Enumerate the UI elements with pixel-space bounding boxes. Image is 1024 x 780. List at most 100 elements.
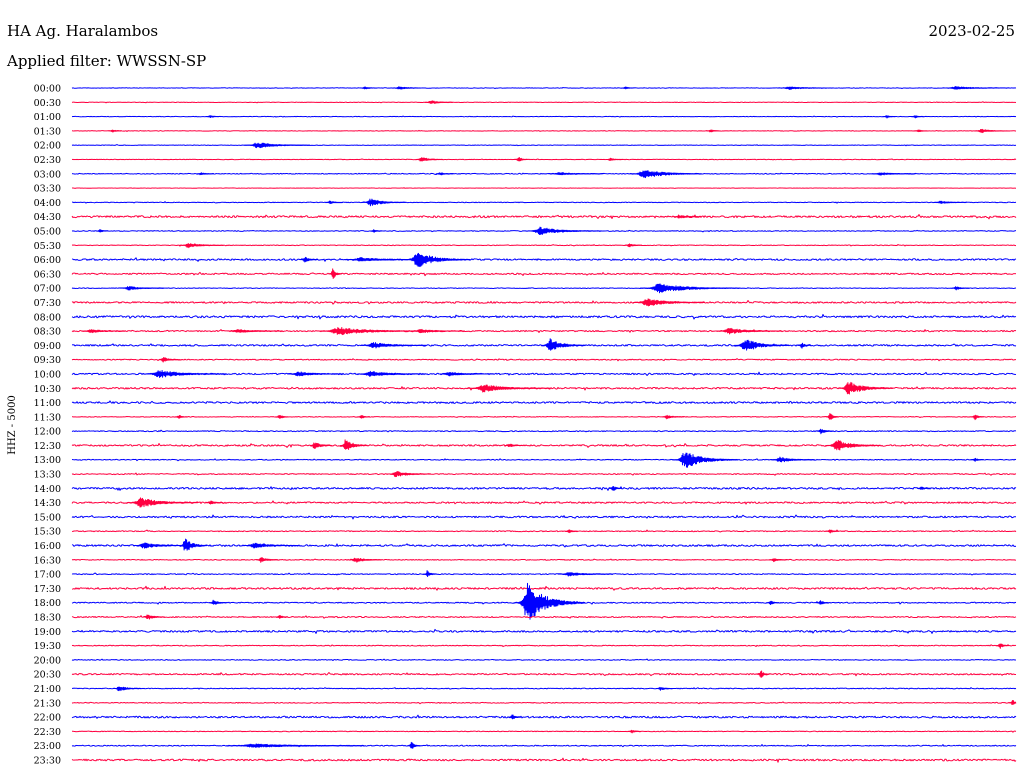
trace-row-08-00 (71, 313, 1017, 320)
trace-baseline (71, 458, 1017, 462)
trace-baseline (71, 400, 1017, 404)
event-burst-02-30-1 (514, 156, 528, 162)
event-burst-07-00-2 (951, 286, 970, 291)
trace-baseline (71, 572, 1017, 576)
trace-baseline (71, 201, 1017, 204)
trace-baseline (71, 299, 1017, 305)
time-label-01-30: 01:30 (34, 126, 61, 137)
event-burst-16-30-2 (769, 558, 787, 563)
event-burst-03-00-2 (548, 172, 604, 176)
event-burst-22-00-0 (508, 714, 522, 720)
trace-baseline (71, 358, 1017, 362)
trace-baseline (71, 144, 1017, 147)
event-burst-15-30-0 (564, 529, 578, 534)
trace-baseline (71, 585, 1017, 591)
trace-baseline (71, 730, 1017, 733)
trace-row-22-00 (71, 714, 1017, 720)
trace-row-16-00 (71, 538, 1017, 551)
time-label-15-30: 15:30 (34, 527, 61, 538)
event-burst-12-30-2 (504, 443, 523, 448)
trace-row-06-30 (71, 268, 1017, 279)
event-burst-14-00-1 (917, 486, 931, 490)
event-burst-18-30-0 (143, 614, 166, 620)
trace-row-08-30 (71, 327, 1017, 336)
event-burst-00-00-2 (621, 86, 635, 90)
trace-row-10-00 (71, 370, 1017, 379)
trace-baseline (71, 343, 1017, 347)
event-burst-10-00-0 (143, 370, 227, 379)
trace-baseline (71, 172, 1017, 176)
time-label-00-00: 00:00 (34, 84, 61, 95)
trace-baseline (71, 371, 1017, 376)
event-burst-05-30-0 (179, 243, 224, 249)
event-burst-13-00-1 (770, 456, 816, 463)
event-burst-01-30-0 (108, 129, 122, 133)
event-burst-01-00-2 (910, 115, 924, 119)
time-label-09-30: 09:30 (34, 355, 61, 366)
y-axis-label: HHZ - 5000 (7, 395, 18, 455)
event-burst-05-00-0 (95, 229, 109, 233)
event-burst-08-30-3 (410, 328, 466, 334)
event-burst-04-00-0 (325, 200, 344, 205)
event-burst-11-30-1 (275, 415, 289, 419)
trace-baseline (71, 187, 1017, 189)
event-burst-08-30-0 (81, 329, 126, 334)
time-label-10-30: 10:30 (34, 384, 61, 395)
event-burst-06-30-0 (328, 268, 342, 279)
trace-row-05-00 (71, 226, 1017, 235)
trace-row-18-30 (71, 614, 1017, 620)
trace-baseline (71, 658, 1017, 662)
event-burst-17-00-1 (557, 572, 613, 577)
event-burst-18-00-1 (513, 582, 586, 620)
time-label-08-30: 08:30 (34, 327, 61, 338)
trace-baseline (71, 257, 1017, 262)
event-burst-01-30-1 (706, 129, 720, 133)
event-burst-03-00-0 (196, 172, 215, 176)
trace-baseline (71, 271, 1017, 277)
event-burst-02-00-0 (244, 142, 311, 149)
trace-baseline (71, 757, 1017, 763)
trace-baseline (71, 558, 1017, 562)
trace-baseline (71, 472, 1017, 476)
event-burst-08-30-4 (716, 327, 783, 335)
trace-row-15-30 (71, 529, 1017, 534)
event-burst-07-00-1 (640, 283, 740, 294)
event-burst-03-00-1 (435, 172, 454, 176)
event-burst-09-30-0 (158, 356, 181, 363)
trace-row-18-00 (71, 582, 1017, 620)
event-burst-12-30-1 (340, 439, 368, 450)
trace-baseline (71, 214, 1017, 220)
time-label-20-00: 20:00 (34, 655, 61, 666)
time-label-03-30: 03:30 (34, 184, 61, 195)
event-burst-11-30-4 (825, 413, 839, 420)
event-burst-18-30-1 (275, 614, 289, 619)
event-burst-16-00-2 (243, 542, 299, 549)
trace-row-22-30 (71, 729, 1017, 734)
event-burst-00-00-0 (360, 86, 378, 90)
time-label-14-00: 14:00 (34, 484, 61, 495)
time-label-11-00: 11:00 (34, 398, 61, 409)
time-label-13-30: 13:30 (34, 470, 61, 481)
event-burst-16-30-0 (256, 557, 279, 563)
event-burst-22-30-0 (627, 729, 641, 734)
time-labels: 00:00 00:30 01:00 01:30 02:00 02:30 03:00 03:30… (34, 84, 61, 767)
event-burst-01-30-3 (974, 128, 1008, 134)
event-burst-08-30-2 (316, 327, 428, 336)
event-burst-11-30-3 (662, 414, 685, 420)
time-label-15-00: 15:00 (34, 512, 61, 523)
time-label-16-00: 16:00 (34, 541, 61, 552)
time-label-19-30: 19:30 (34, 641, 61, 652)
time-label-00-30: 00:30 (34, 98, 61, 109)
event-burst-04-30-0 (673, 214, 702, 219)
trace-row-17-00 (71, 570, 1017, 578)
trace-row-14-30 (71, 497, 1017, 508)
event-burst-16-00-1 (179, 538, 208, 551)
trace-row-09-00 (71, 338, 1017, 351)
event-burst-21-00-1 (655, 686, 674, 691)
event-burst-10-00-1 (287, 371, 343, 377)
trace-row-04-00 (71, 198, 1017, 207)
trace-row-19-00 (71, 628, 1017, 634)
trace-row-20-00 (71, 658, 1017, 662)
event-burst-10-30-1 (837, 381, 894, 395)
